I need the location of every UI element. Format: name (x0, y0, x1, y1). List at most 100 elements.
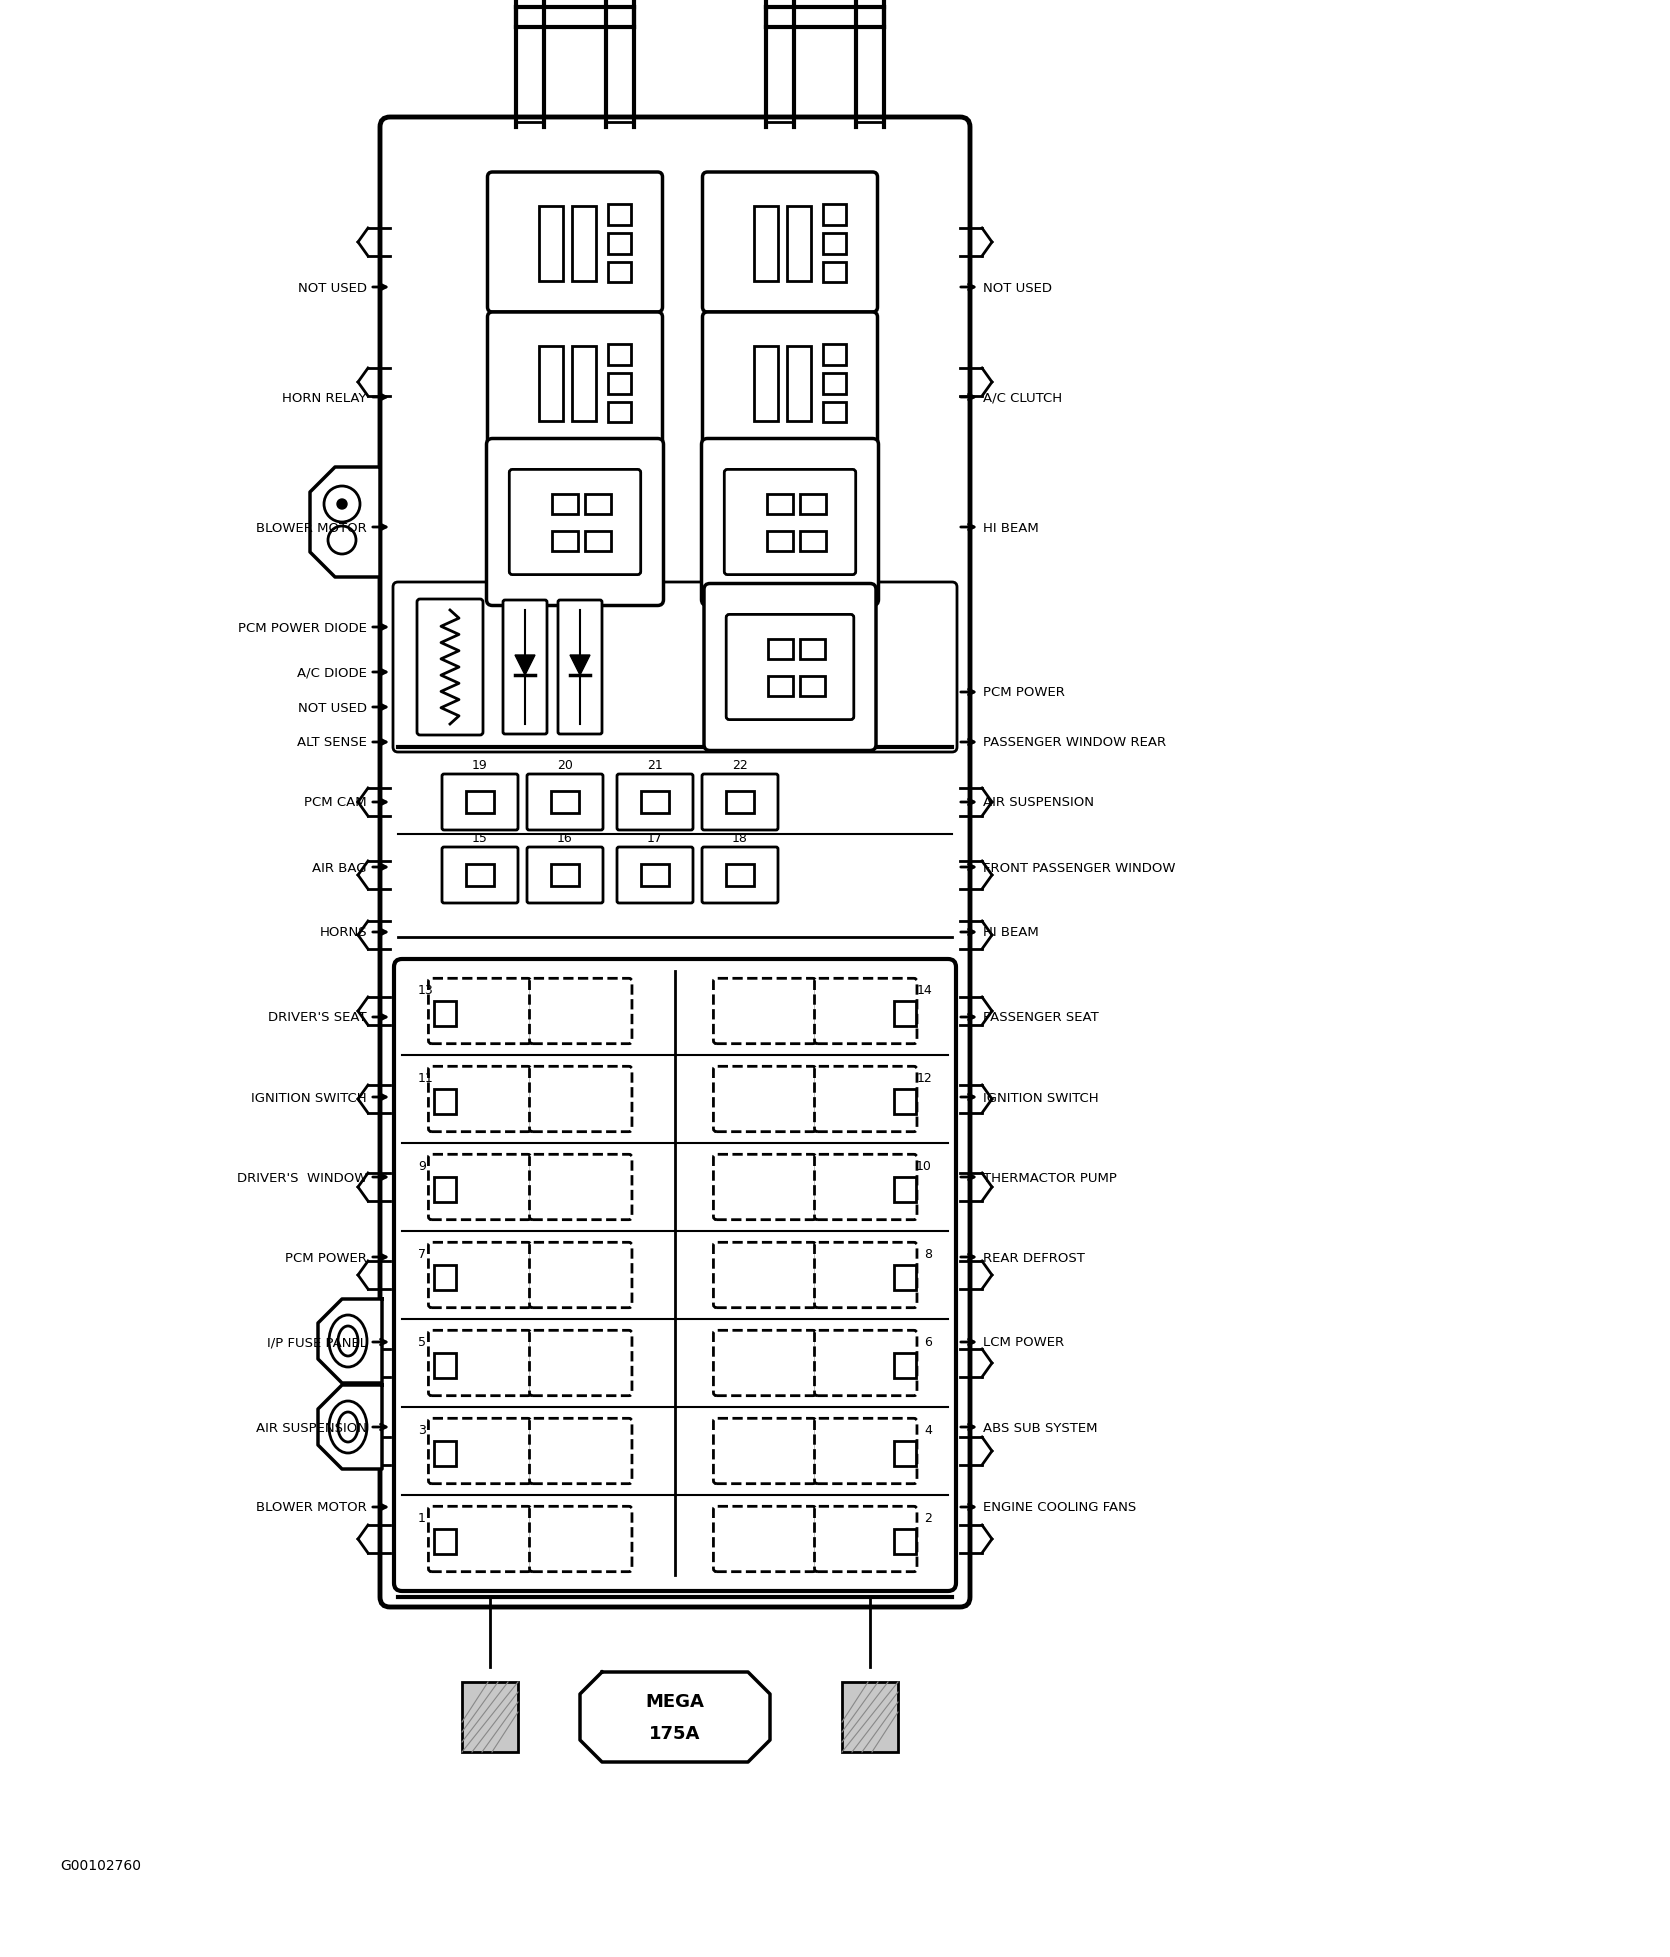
Bar (893, 1354, 917, 1378)
FancyBboxPatch shape (429, 1243, 531, 1307)
Text: MEGA: MEGA (646, 1693, 705, 1710)
Bar (551, 532, 578, 552)
FancyBboxPatch shape (429, 1419, 531, 1483)
Text: HORN RELAY: HORN RELAY (282, 391, 367, 405)
Bar (800, 640, 825, 660)
Bar (800, 677, 825, 697)
FancyBboxPatch shape (509, 470, 641, 575)
Bar (434, 1178, 456, 1202)
Bar (823, 374, 847, 395)
Text: PASSENGER WINDOW REAR: PASSENGER WINDOW REAR (984, 736, 1166, 750)
FancyBboxPatch shape (429, 978, 531, 1045)
Text: PCM POWER: PCM POWER (286, 1251, 367, 1264)
FancyBboxPatch shape (713, 978, 817, 1045)
Text: ENGINE COOLING FANS: ENGINE COOLING FANS (984, 1501, 1136, 1513)
Bar (463, 1683, 518, 1752)
Bar (893, 1090, 917, 1114)
FancyBboxPatch shape (443, 775, 518, 830)
Polygon shape (569, 656, 590, 675)
Bar (434, 1266, 456, 1290)
FancyBboxPatch shape (429, 1155, 531, 1219)
FancyBboxPatch shape (815, 1243, 917, 1307)
Bar (466, 791, 494, 814)
Bar (608, 403, 631, 423)
Bar (893, 1002, 917, 1027)
Bar (434, 1354, 456, 1378)
FancyBboxPatch shape (713, 1419, 817, 1483)
FancyBboxPatch shape (503, 601, 548, 734)
Text: THERMACTOR PUMP: THERMACTOR PUMP (984, 1170, 1117, 1184)
Polygon shape (579, 1671, 770, 1761)
Bar (608, 205, 631, 225)
Bar (823, 403, 847, 423)
Bar (608, 262, 631, 284)
Bar (551, 791, 579, 814)
Bar (726, 865, 753, 887)
Text: PASSENGER SEAT: PASSENGER SEAT (984, 1012, 1099, 1024)
FancyBboxPatch shape (529, 1243, 631, 1307)
Bar (823, 262, 847, 284)
FancyBboxPatch shape (725, 470, 855, 575)
FancyBboxPatch shape (486, 438, 663, 607)
Bar (823, 344, 847, 366)
Text: PCM CAM: PCM CAM (304, 796, 367, 808)
Text: 14: 14 (917, 984, 932, 996)
Text: 16: 16 (558, 832, 573, 845)
FancyBboxPatch shape (529, 978, 631, 1045)
Text: 10: 10 (917, 1161, 932, 1172)
Bar (434, 1090, 456, 1114)
FancyBboxPatch shape (429, 1507, 531, 1571)
Bar (608, 374, 631, 395)
Bar (787, 207, 812, 282)
Bar (800, 532, 827, 552)
Text: IGNITION SWITCH: IGNITION SWITCH (984, 1090, 1099, 1104)
FancyBboxPatch shape (703, 172, 877, 313)
Bar (539, 207, 563, 282)
Text: NOT USED: NOT USED (297, 701, 367, 714)
FancyBboxPatch shape (726, 614, 853, 720)
Text: 19: 19 (473, 759, 488, 771)
Bar (787, 346, 812, 423)
Polygon shape (311, 468, 381, 577)
FancyBboxPatch shape (701, 775, 778, 830)
FancyBboxPatch shape (815, 1067, 917, 1131)
Text: PCM POWER DIODE: PCM POWER DIODE (239, 620, 367, 634)
FancyBboxPatch shape (815, 1507, 917, 1571)
Text: DRIVER'S SEAT: DRIVER'S SEAT (269, 1012, 367, 1024)
Text: 7: 7 (418, 1249, 426, 1260)
Bar (641, 791, 670, 814)
Text: 3: 3 (418, 1423, 426, 1436)
FancyBboxPatch shape (713, 1507, 817, 1571)
FancyBboxPatch shape (815, 1331, 917, 1395)
Text: 175A: 175A (650, 1724, 701, 1742)
Polygon shape (317, 1386, 382, 1470)
Text: 12: 12 (917, 1072, 932, 1084)
Text: 9: 9 (418, 1161, 426, 1172)
FancyBboxPatch shape (529, 1331, 631, 1395)
FancyBboxPatch shape (815, 1419, 917, 1483)
Text: 15: 15 (473, 832, 488, 845)
Text: AIR BAG: AIR BAG (312, 861, 367, 875)
FancyBboxPatch shape (381, 117, 970, 1607)
Bar (641, 865, 670, 887)
FancyBboxPatch shape (701, 438, 878, 607)
Bar (584, 495, 611, 515)
Text: HI BEAM: HI BEAM (984, 926, 1039, 939)
FancyBboxPatch shape (429, 1331, 531, 1395)
FancyBboxPatch shape (528, 847, 603, 904)
FancyBboxPatch shape (529, 1419, 631, 1483)
Text: 21: 21 (648, 759, 663, 771)
Text: IGNITION SWITCH: IGNITION SWITCH (252, 1090, 367, 1104)
FancyBboxPatch shape (443, 847, 518, 904)
FancyBboxPatch shape (392, 583, 957, 753)
Bar (893, 1178, 917, 1202)
Text: BLOWER MOTOR: BLOWER MOTOR (256, 521, 367, 534)
Circle shape (337, 499, 347, 509)
Text: A/C DIODE: A/C DIODE (297, 665, 367, 679)
Text: NOT USED: NOT USED (984, 282, 1052, 294)
Text: ALT SENSE: ALT SENSE (297, 736, 367, 750)
Bar (466, 865, 494, 887)
Polygon shape (317, 1299, 382, 1384)
Bar (753, 207, 778, 282)
Ellipse shape (329, 1315, 367, 1368)
